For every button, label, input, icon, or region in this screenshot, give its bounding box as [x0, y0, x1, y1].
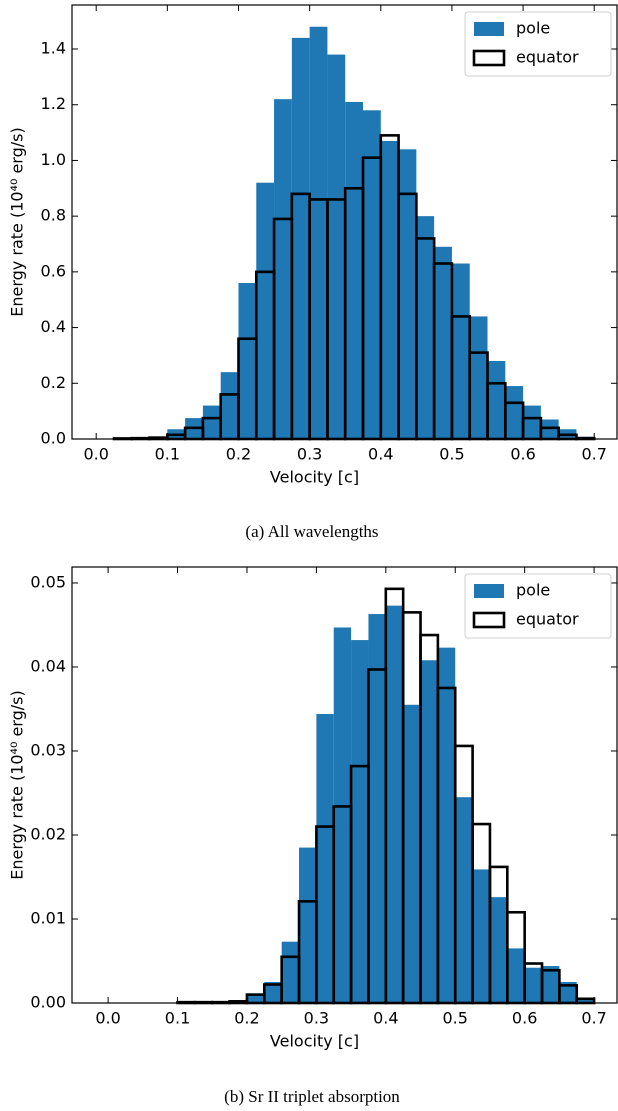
legend-swatch — [472, 49, 506, 67]
x-tick-label: 0.1 — [165, 1009, 190, 1028]
bar — [437, 647, 456, 1003]
bar — [403, 704, 421, 1003]
x-tick-label: 0.6 — [510, 445, 535, 464]
caption: (b) Sr II triplet absorption — [224, 1087, 400, 1106]
bar — [202, 405, 221, 439]
x-tick-label: 0.0 — [95, 1009, 120, 1028]
bar — [345, 101, 363, 439]
plot-frame — [71, 566, 618, 1004]
bar — [540, 419, 559, 439]
y-tick-label: 0.00 — [30, 993, 66, 1012]
bar — [380, 140, 399, 439]
bar — [220, 372, 239, 439]
bar — [420, 660, 438, 1003]
bar — [385, 605, 404, 1003]
y-tick-label: 1.4 — [41, 39, 66, 58]
x-tick-label: 0.2 — [234, 1009, 259, 1028]
legend-swatch — [474, 22, 504, 36]
x-axis-label: Velocity [c] — [270, 1032, 359, 1051]
bar — [505, 386, 524, 439]
bar — [455, 797, 473, 1003]
y-tick-label: 0.2 — [41, 373, 66, 392]
bar — [362, 110, 381, 439]
y-tick-label: 0.03 — [30, 740, 66, 759]
bar — [472, 869, 490, 1003]
legend-label: equator — [516, 610, 579, 629]
bar — [487, 361, 506, 439]
x-tick-label: 0.7 — [582, 445, 607, 464]
bar — [368, 614, 386, 1003]
legend-swatch — [472, 611, 506, 629]
legend-label: pole — [516, 19, 550, 38]
bar — [576, 997, 595, 1003]
y-tick-label: 1.0 — [41, 150, 66, 169]
bar — [291, 37, 310, 439]
bar — [542, 966, 560, 1003]
y-tick-label: 1.2 — [41, 94, 66, 113]
x-tick-label: 0.2 — [226, 445, 251, 464]
bar — [559, 981, 577, 1003]
bar — [281, 941, 300, 1003]
y-tick-label: 0.04 — [30, 656, 66, 675]
bar — [327, 54, 346, 440]
legend-label: pole — [516, 581, 550, 600]
bar — [416, 216, 435, 439]
y-tick-label: 0.8 — [41, 206, 66, 225]
y-tick-label: 0.4 — [41, 317, 66, 336]
x-tick-label: 0.6 — [512, 1009, 537, 1028]
x-tick-label: 0.3 — [297, 445, 322, 464]
plot-frame — [71, 4, 618, 440]
x-tick-label: 0.3 — [304, 1009, 329, 1028]
x-tick-label: 0.4 — [368, 445, 393, 464]
caption: (a) All wavelengths — [245, 522, 378, 541]
y-axis-label: Energy rate (10⁴⁰ erg/s) — [8, 690, 27, 879]
y-tick-label: 0.6 — [41, 261, 66, 280]
y-tick-label: 0.0 — [41, 429, 66, 448]
x-tick-label: 0.1 — [155, 445, 180, 464]
x-tick-label: 0.5 — [439, 445, 464, 464]
bar — [238, 283, 257, 439]
bar — [309, 26, 328, 440]
bar — [451, 263, 470, 439]
bar — [434, 246, 452, 439]
x-tick-label: 0.4 — [373, 1009, 398, 1028]
bar — [316, 714, 334, 1003]
bar — [489, 897, 508, 1003]
y-tick-label: 0.01 — [30, 908, 66, 927]
x-tick-label: 0.5 — [443, 1009, 468, 1028]
bar — [351, 640, 369, 1003]
y-tick-label: 0.05 — [30, 572, 66, 591]
bar — [469, 316, 488, 439]
legend-swatch — [474, 584, 504, 598]
y-tick-label: 0.02 — [30, 824, 66, 843]
bar — [256, 182, 275, 439]
bar — [523, 405, 541, 439]
bar — [524, 967, 543, 1003]
x-tick-label: 0.7 — [581, 1009, 606, 1028]
bar — [264, 981, 282, 1003]
bar — [299, 847, 317, 1003]
bar — [507, 948, 525, 1003]
x-axis-label: Velocity [c] — [270, 468, 359, 487]
bar — [398, 149, 417, 439]
bar — [246, 994, 265, 1003]
bar — [333, 627, 352, 1003]
y-axis-label: Energy rate (10⁴⁰ erg/s) — [8, 127, 27, 316]
bar — [274, 99, 292, 439]
x-tick-label: 0.0 — [83, 445, 108, 464]
legend-label: equator — [516, 48, 579, 67]
